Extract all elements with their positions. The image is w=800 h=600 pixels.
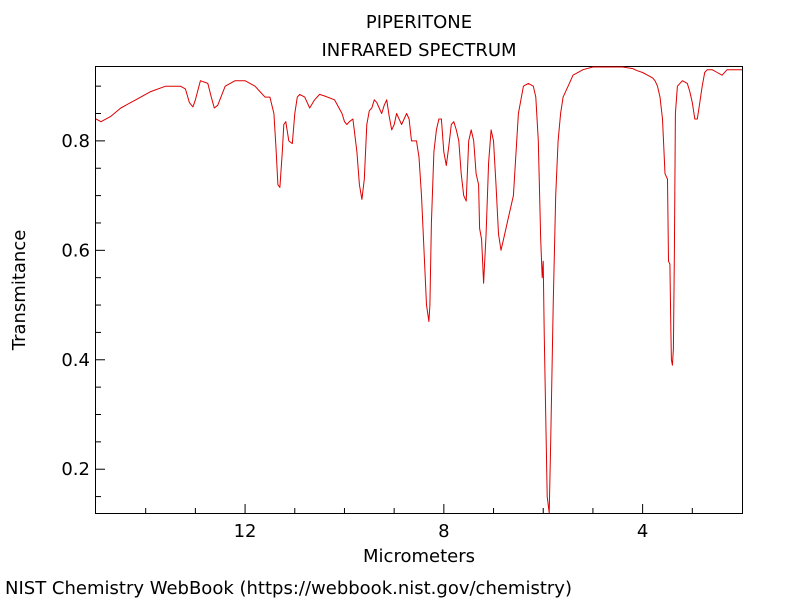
y-tick-label: 0.6 (61, 240, 90, 261)
y-tick-label: 0.2 (61, 459, 90, 480)
plot-area: 12 8 4 0.2 0.4 0.6 0.8 (61, 66, 743, 542)
chart-subtitle: INFRARED SPECTRUM (321, 40, 516, 61)
source-credit: NIST Chemistry WebBook (https://webbook.… (5, 578, 572, 599)
y-axis-label: Transmitance (9, 230, 30, 352)
y-tick-label: 0.4 (61, 350, 90, 371)
chart-title: PIPERITONE (366, 12, 472, 33)
y-tick-label: 0.8 (61, 131, 90, 152)
x-tick-label: 8 (438, 521, 449, 542)
minor-ticks (96, 85, 693, 513)
major-ticks (96, 140, 644, 513)
spectrum-line (95, 66, 742, 514)
x-tick-label: 4 (637, 521, 648, 542)
x-axis-label: Micrometers (363, 546, 475, 567)
plot-frame (95, 66, 743, 514)
tick-labels: 12 8 4 0.2 0.4 0.6 0.8 (61, 131, 648, 542)
x-tick-label: 12 (234, 521, 257, 542)
